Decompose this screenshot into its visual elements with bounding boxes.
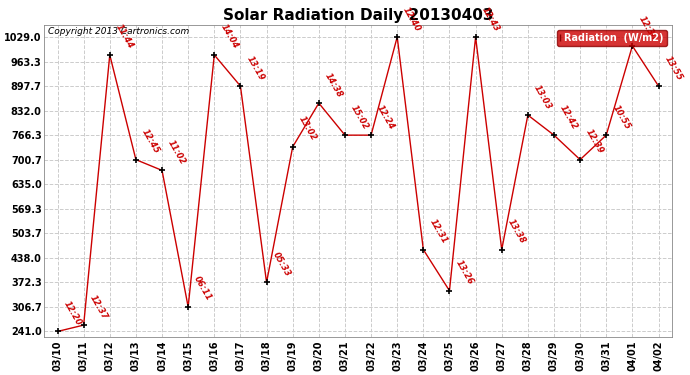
Text: 13:26: 13:26: [453, 259, 475, 286]
Text: 12:43: 12:43: [480, 5, 501, 33]
Text: 13:38: 13:38: [506, 217, 527, 246]
Text: 12:40: 12:40: [402, 5, 422, 33]
Text: 05:33: 05:33: [270, 251, 292, 278]
Text: 13:03: 13:03: [532, 83, 553, 111]
Text: 13:55: 13:55: [662, 54, 684, 82]
Text: Copyright 2013 Cartronics.com: Copyright 2013 Cartronics.com: [48, 27, 189, 36]
Text: 11:44: 11:44: [114, 23, 135, 51]
Text: 12:39: 12:39: [584, 128, 606, 156]
Legend: Radiation  (W/m2): Radiation (W/m2): [558, 30, 667, 46]
Text: 12:30: 12:30: [637, 14, 658, 42]
Text: 11:02: 11:02: [166, 138, 188, 166]
Title: Solar Radiation Daily 20130403: Solar Radiation Daily 20130403: [223, 8, 493, 23]
Text: 14:04: 14:04: [219, 23, 239, 51]
Text: 14:38: 14:38: [323, 71, 344, 99]
Text: 12:24: 12:24: [375, 103, 397, 131]
Text: 13:02: 13:02: [297, 115, 318, 142]
Text: 12:45: 12:45: [140, 128, 161, 156]
Text: 12:20: 12:20: [61, 300, 83, 327]
Text: 12:37: 12:37: [88, 293, 109, 321]
Text: 15:02: 15:02: [349, 103, 371, 131]
Text: 12:42: 12:42: [558, 103, 580, 131]
Text: 10:55: 10:55: [611, 103, 631, 131]
Text: 13:19: 13:19: [244, 54, 266, 82]
Text: 06:11: 06:11: [193, 275, 214, 303]
Text: 12:31: 12:31: [428, 217, 448, 246]
